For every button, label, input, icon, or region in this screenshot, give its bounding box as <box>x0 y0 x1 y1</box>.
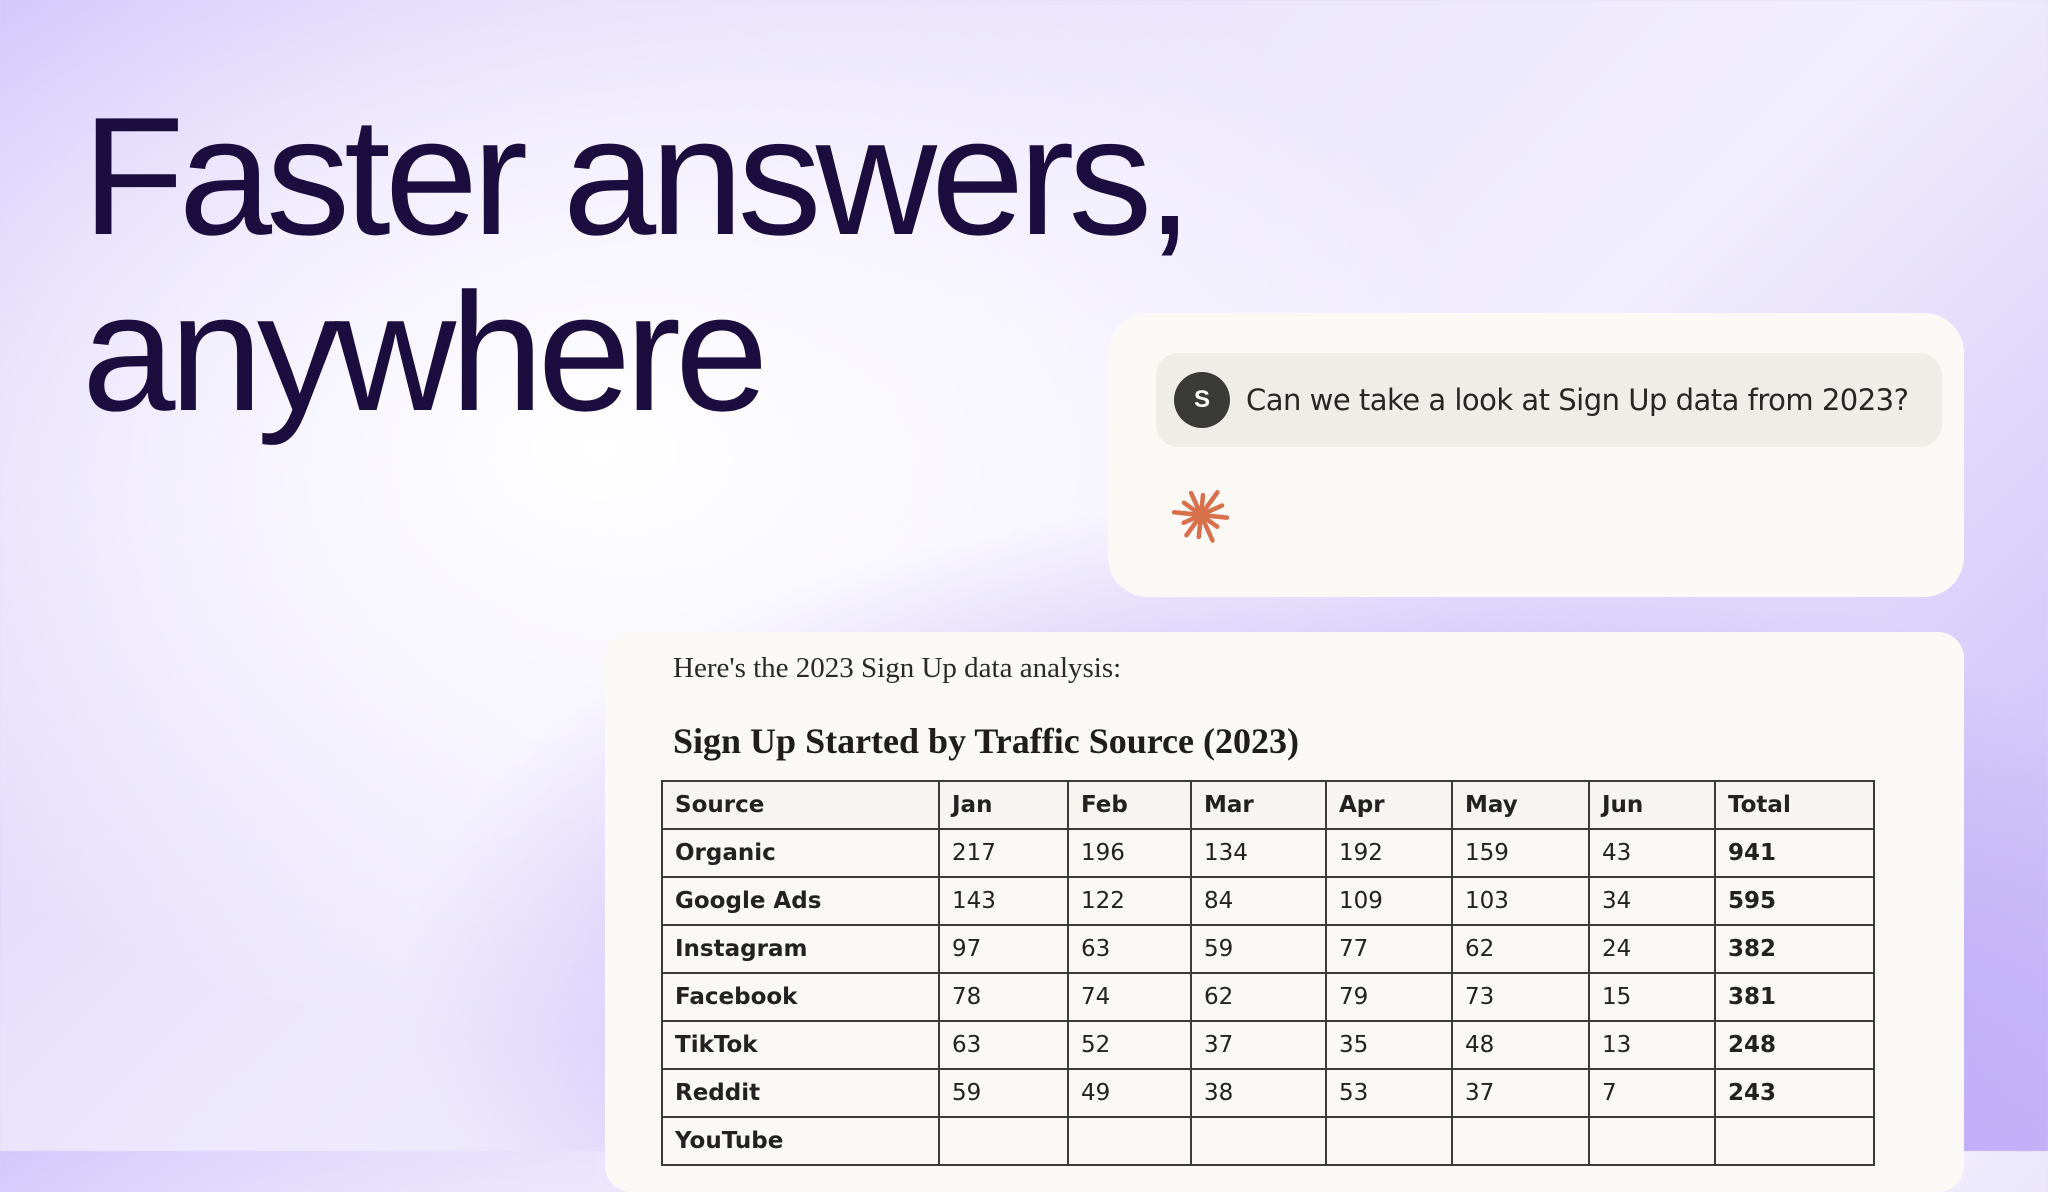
headline-line-2: anywhere <box>82 258 768 446</box>
value-cell <box>1451 1116 1590 1166</box>
value-cell: 15 <box>1588 972 1716 1022</box>
value-cell: 62 <box>1190 972 1327 1022</box>
table-row: Instagram 97 63 59 77 62 24 382 <box>661 924 1875 974</box>
value-cell <box>1067 1116 1192 1166</box>
value-cell: 34 <box>1588 876 1716 926</box>
table-title: Sign Up Started by Traffic Source (2023) <box>673 721 1299 761</box>
user-question: Can we take a look at Sign Up data from … <box>1246 383 1909 417</box>
value-cell: 52 <box>1067 1020 1192 1070</box>
value-cell: 134 <box>1190 828 1327 878</box>
column-header-jun: Jun <box>1588 780 1716 830</box>
value-cell <box>938 1116 1069 1166</box>
table-row: TikTok 63 52 37 35 48 13 248 <box>661 1020 1875 1070</box>
headline-line-1: Faster answers, <box>82 82 1193 270</box>
value-cell: 73 <box>1451 972 1590 1022</box>
total-cell: 248 <box>1714 1020 1875 1070</box>
value-cell <box>1325 1116 1453 1166</box>
value-cell <box>1588 1116 1716 1166</box>
value-cell: 13 <box>1588 1020 1716 1070</box>
value-cell: 103 <box>1451 876 1590 926</box>
total-cell: 382 <box>1714 924 1875 974</box>
value-cell: 74 <box>1067 972 1192 1022</box>
total-cell: 243 <box>1714 1068 1875 1118</box>
value-cell: 109 <box>1325 876 1453 926</box>
value-cell: 159 <box>1451 828 1590 878</box>
source-cell: Google Ads <box>661 876 940 926</box>
signup-table: Source Jan Feb Mar Apr May Jun Total Organic 217… <box>661 780 1875 1166</box>
sparkle-ray <box>1198 490 1220 518</box>
source-cell: Instagram <box>661 924 940 974</box>
value-cell: 38 <box>1190 1068 1327 1118</box>
value-cell: 35 <box>1325 1020 1453 1070</box>
value-cell: 122 <box>1067 876 1192 926</box>
value-cell: 37 <box>1190 1020 1327 1070</box>
user-avatar: S <box>1174 372 1230 428</box>
value-cell: 78 <box>938 972 1069 1022</box>
response-card: Here's the 2023 Sign Up data analysis: S… <box>605 632 1964 1192</box>
source-cell: TikTok <box>661 1020 940 1070</box>
total-cell: 941 <box>1714 828 1875 878</box>
value-cell: 59 <box>1190 924 1327 974</box>
value-cell: 79 <box>1325 972 1453 1022</box>
value-cell: 24 <box>1588 924 1716 974</box>
value-cell: 7 <box>1588 1068 1716 1118</box>
value-cell: 217 <box>938 828 1069 878</box>
sparkle-asterisk-icon <box>1171 490 1230 543</box>
column-header-mar: Mar <box>1190 780 1327 830</box>
value-cell: 63 <box>938 1020 1069 1070</box>
column-header-source: Source <box>661 780 940 830</box>
headline: Faster answers, anywhere <box>82 82 1193 446</box>
value-cell: 37 <box>1451 1068 1590 1118</box>
value-cell: 62 <box>1451 924 1590 974</box>
total-cell <box>1714 1116 1875 1166</box>
source-cell: Organic <box>661 828 940 878</box>
column-header-apr: Apr <box>1325 780 1453 830</box>
value-cell: 48 <box>1451 1020 1590 1070</box>
total-cell: 381 <box>1714 972 1875 1022</box>
value-cell: 53 <box>1325 1068 1453 1118</box>
table-row: YouTube <box>661 1116 1875 1166</box>
table-row: Reddit 59 49 38 53 37 7 243 <box>661 1068 1875 1118</box>
table-row: Facebook 78 74 62 79 73 15 381 <box>661 972 1875 1022</box>
sparkle-ray <box>1198 503 1225 518</box>
value-cell: 49 <box>1067 1068 1192 1118</box>
value-cell: 97 <box>938 924 1069 974</box>
value-cell <box>1190 1116 1327 1166</box>
sparkle-ray <box>1198 512 1215 543</box>
value-cell: 59 <box>938 1068 1069 1118</box>
value-cell: 143 <box>938 876 1069 926</box>
sparkle-ray <box>1171 510 1204 518</box>
column-header-jan: Jan <box>938 780 1069 830</box>
value-cell: 84 <box>1190 876 1327 926</box>
total-cell: 595 <box>1714 876 1875 926</box>
response-intro: Here's the 2023 Sign Up data analysis: <box>673 652 1122 684</box>
table-header-row: Source Jan Feb Mar Apr May Jun Total <box>661 780 1875 830</box>
column-header-total: Total <box>1714 780 1875 830</box>
user-message: S Can we take a look at Sign Up data fro… <box>1156 353 1942 447</box>
chat-card: S Can we take a look at Sign Up data fro… <box>1108 313 1964 597</box>
source-cell: YouTube <box>661 1116 940 1166</box>
source-cell: Reddit <box>661 1068 940 1118</box>
value-cell: 77 <box>1325 924 1453 974</box>
value-cell: 192 <box>1325 828 1453 878</box>
value-cell: 43 <box>1588 828 1716 878</box>
table-row: Organic 217 196 134 192 159 43 941 <box>661 828 1875 878</box>
table-row: Google Ads 143 122 84 109 103 34 595 <box>661 876 1875 926</box>
column-header-feb: Feb <box>1067 780 1192 830</box>
value-cell: 63 <box>1067 924 1192 974</box>
column-header-may: May <box>1451 780 1590 830</box>
value-cell: 196 <box>1067 828 1192 878</box>
source-cell: Facebook <box>661 972 940 1022</box>
